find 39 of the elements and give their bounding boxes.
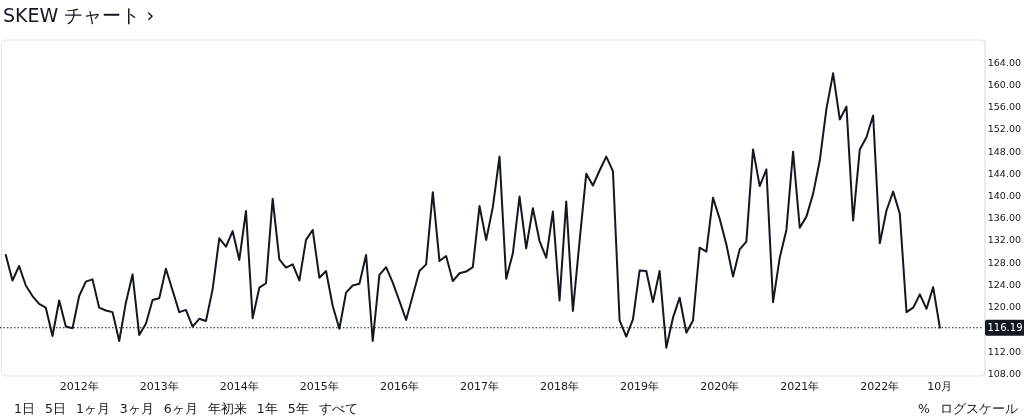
x-tick-label: 2018年	[540, 380, 580, 393]
text: ログスケール	[940, 401, 1018, 416]
x-tick-label: 2012年	[59, 380, 99, 393]
x-tick-label: 2016年	[379, 380, 419, 393]
x-tick-label: 2020年	[700, 380, 740, 393]
x-tick-label: 10月	[927, 380, 953, 393]
text: すべて	[318, 401, 358, 416]
ref-line-label: 116.19	[987, 322, 1023, 334]
y-tick-label: 152.00	[987, 123, 1021, 135]
x-tick-label: 2015年	[299, 380, 339, 393]
chart-title: SKEW チャート ›	[3, 4, 154, 26]
text: 年初来	[207, 401, 247, 416]
y-tick-label: 160.00	[987, 78, 1021, 90]
y-tick-label: 128.00	[987, 256, 1021, 268]
y-tick-label: 120.00	[987, 301, 1021, 313]
y-tick-label: 164.00	[987, 56, 1021, 68]
y-tick-label: 112.00	[987, 345, 1021, 357]
text: 1年	[256, 401, 278, 416]
text: %	[918, 401, 931, 416]
y-tick-label: 156.00	[987, 101, 1021, 113]
y-tick-label: 136.00	[987, 212, 1021, 224]
text: 6ヶ月	[163, 401, 198, 416]
text: 1ヶ月	[75, 401, 110, 416]
y-tick-label: 140.00	[987, 190, 1021, 201]
text: 3ヶ月	[119, 401, 154, 416]
x-tick-label: 2022年	[860, 380, 900, 393]
x-tick-label: 2017年	[459, 380, 499, 393]
y-tick-label: 108.00	[987, 367, 1021, 379]
x-tick-label: 2021年	[780, 380, 820, 393]
y-tick-label: 148.00	[987, 145, 1021, 157]
x-tick-label: 2013年	[139, 380, 179, 393]
x-tick-label: 2014年	[219, 380, 259, 393]
y-tick-label: 132.00	[987, 234, 1021, 246]
y-tick-label: 144.00	[987, 167, 1021, 179]
x-tick-label: 2019年	[620, 380, 660, 393]
text: 5日	[44, 401, 66, 416]
text: 5年	[287, 401, 309, 416]
y-tick-label: 124.00	[987, 278, 1021, 290]
text: 1日	[14, 401, 35, 416]
